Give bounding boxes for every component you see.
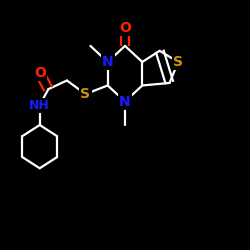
Text: S: S [80,87,90,101]
Text: S: S [173,55,183,69]
Text: N: N [119,94,131,108]
Text: O: O [34,66,46,80]
Text: NH: NH [29,99,50,112]
Text: O: O [119,21,131,35]
Text: N: N [102,55,114,69]
